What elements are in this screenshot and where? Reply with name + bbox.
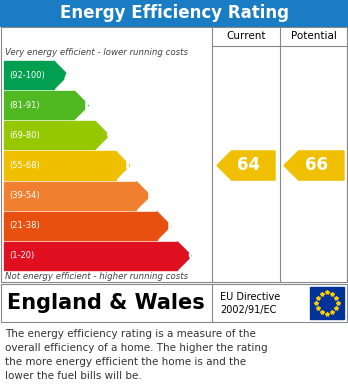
Text: England & Wales: England & Wales [7,293,205,313]
Text: Potential: Potential [291,31,337,41]
Text: G: G [187,249,198,263]
Text: F: F [167,219,177,233]
Text: (55-68): (55-68) [9,161,40,170]
Polygon shape [136,181,150,210]
Bar [4,91,74,119]
Text: 2002/91/EC: 2002/91/EC [220,305,276,315]
Text: Current: Current [226,31,266,41]
Polygon shape [284,151,344,180]
Bar [4,151,116,179]
Text: lower the fuel bills will be.: lower the fuel bills will be. [5,371,142,381]
Polygon shape [95,121,109,149]
Text: B: B [84,98,95,112]
Bar [0,26,348,283]
Text: Energy Efficiency Rating: Energy Efficiency Rating [60,4,288,22]
Bar [4,61,54,89]
Text: (21-38): (21-38) [9,221,40,230]
Text: (39-54): (39-54) [9,191,40,200]
Bar [1,284,347,322]
Text: 64: 64 [237,156,260,174]
Text: C: C [105,128,115,142]
Polygon shape [54,61,68,89]
Polygon shape [116,151,130,179]
Text: A: A [63,68,74,82]
Text: D: D [125,158,136,172]
Text: (69-80): (69-80) [9,131,40,140]
Bar [0,283,348,323]
Bar [4,121,95,149]
Text: overall efficiency of a home. The higher the rating: overall efficiency of a home. The higher… [5,343,268,353]
Polygon shape [177,242,191,270]
Text: E: E [147,188,156,203]
Bar [4,212,157,240]
Text: 66: 66 [305,156,328,174]
Text: (1-20): (1-20) [9,251,34,260]
Text: The energy efficiency rating is a measure of the: The energy efficiency rating is a measur… [5,329,256,339]
Bar [310,287,344,319]
Text: the more energy efficient the home is and the: the more energy efficient the home is an… [5,357,246,367]
Bar [4,242,177,270]
Text: Very energy efficient - lower running costs: Very energy efficient - lower running co… [5,48,188,57]
Text: (92-100): (92-100) [9,70,45,80]
Polygon shape [74,91,88,119]
Bar [4,181,136,210]
Polygon shape [217,151,275,180]
Text: (81-91): (81-91) [9,101,40,110]
Text: Not energy efficient - higher running costs: Not energy efficient - higher running co… [5,272,188,281]
Bar [1,27,347,282]
Polygon shape [157,212,171,240]
Bar [0,0,348,26]
Text: EU Directive: EU Directive [220,292,280,302]
